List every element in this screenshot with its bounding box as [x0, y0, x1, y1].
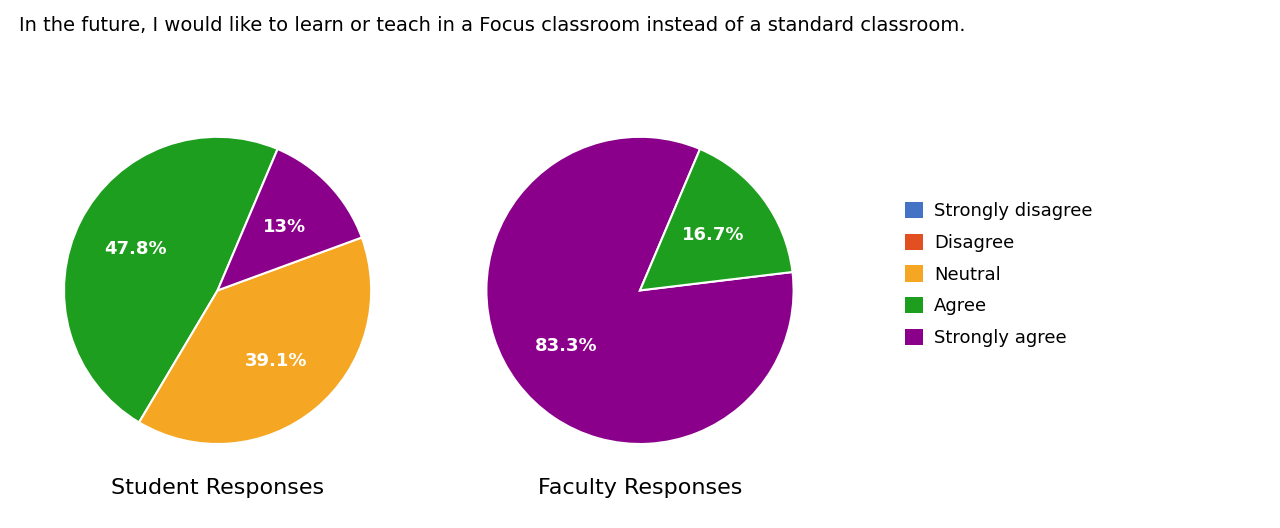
Wedge shape: [64, 137, 278, 422]
Text: Student Responses: Student Responses: [111, 478, 324, 498]
Text: 83.3%: 83.3%: [535, 337, 598, 355]
Wedge shape: [218, 149, 362, 290]
Legend: Strongly disagree, Disagree, Neutral, Agree, Strongly agree: Strongly disagree, Disagree, Neutral, Ag…: [905, 202, 1092, 347]
Text: Faculty Responses: Faculty Responses: [538, 478, 742, 498]
Text: 13%: 13%: [262, 218, 306, 236]
Text: 39.1%: 39.1%: [246, 352, 307, 370]
Text: 47.8%: 47.8%: [104, 240, 166, 258]
Text: In the future, I would like to learn or teach in a Focus classroom instead of a : In the future, I would like to learn or …: [19, 16, 965, 35]
Wedge shape: [140, 238, 371, 444]
Wedge shape: [486, 137, 794, 444]
Wedge shape: [640, 149, 792, 290]
Text: 16.7%: 16.7%: [682, 226, 745, 244]
